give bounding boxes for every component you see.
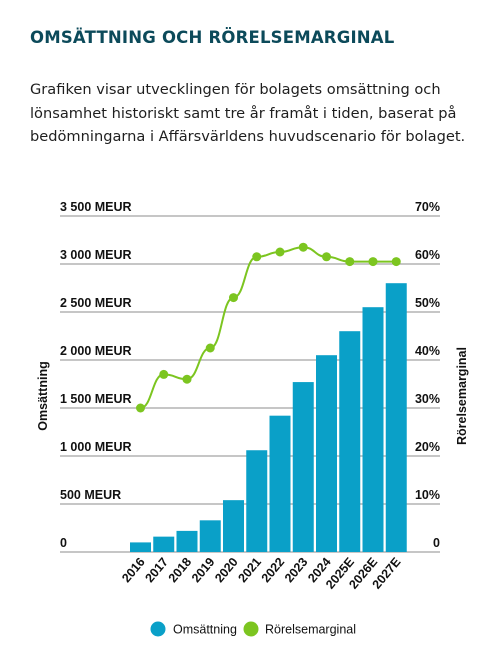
- bar-2020: [223, 500, 244, 552]
- legend: Omsättning Rörelsemarginal: [150, 621, 356, 637]
- margin-point-2019: [205, 343, 215, 353]
- margin-point-2027E: [391, 257, 401, 267]
- chart-title: OMSÄTTNING OCH RÖRELSEMARGINAL: [30, 28, 395, 47]
- y2-tick-label: 20%: [415, 440, 440, 454]
- y2-tick-label: 60%: [415, 248, 440, 262]
- bar-2016: [130, 542, 151, 552]
- bar-2017: [153, 536, 175, 552]
- x-tick-label: 2018: [166, 555, 195, 585]
- bar-2021: [246, 450, 268, 552]
- legend-label-margin: Rörelsemarginal: [265, 623, 356, 637]
- x-tick-label: 2020: [212, 555, 241, 585]
- margin-point-2021: [252, 252, 262, 262]
- margin-point-2018: [182, 374, 192, 384]
- margin-point-2023: [298, 242, 308, 252]
- y-tick-label: 2 000 MEUR: [60, 344, 132, 358]
- margin-point-2024: [322, 252, 331, 262]
- y-tick-label: 1 000 MEUR: [60, 440, 132, 454]
- legend-swatch-revenue: [150, 621, 166, 637]
- legend-label-revenue: Omsättning: [173, 623, 237, 637]
- y-axis-label: Omsättning: [36, 361, 50, 430]
- y2-axis-label: Rörelsemarginal: [455, 347, 469, 445]
- y2-tick-label: 50%: [415, 296, 440, 310]
- bar-2019: [199, 520, 221, 552]
- margin-line: [136, 242, 401, 413]
- y-tick-label: 500 MEUR: [60, 488, 121, 502]
- y-tick-label: 3 000 MEUR: [60, 248, 132, 262]
- y2-tick-label: 70%: [415, 200, 440, 214]
- bar-2023: [292, 382, 314, 552]
- y2-tick-label: 10%: [415, 488, 440, 502]
- chart-description: Grafiken visar utvecklingen för bolagets…: [30, 81, 466, 145]
- y-tick-label: 2 500 MEUR: [60, 296, 132, 310]
- revenue-bars: [130, 283, 407, 552]
- margin-point-2016: [136, 403, 145, 413]
- margin-point-2022: [275, 247, 285, 257]
- x-tick-label: 2021: [235, 555, 264, 585]
- x-tick-label: 2016: [119, 555, 148, 585]
- bar-2027E: [385, 283, 407, 552]
- y-tick-label: 0: [60, 536, 67, 550]
- x-tick-label: 2023: [282, 555, 311, 585]
- margin-point-2020: [229, 293, 238, 303]
- y2-tick-label: 40%: [415, 344, 440, 358]
- bar-2018: [176, 530, 198, 552]
- y-tick-label: 3 500 MEUR: [60, 200, 132, 214]
- bar-2022: [269, 415, 291, 552]
- bar-2026E: [362, 307, 384, 552]
- x-tick-label: 2022: [259, 555, 288, 585]
- margin-point-2025E: [345, 257, 355, 267]
- y-tick-label: 1 500 MEUR: [60, 392, 132, 406]
- y2-tick-label: 30%: [415, 392, 440, 406]
- margin-point-2026E: [368, 257, 378, 267]
- bar-2025E: [339, 331, 361, 552]
- y2-tick-label: 0: [433, 536, 440, 550]
- x-tick-label: 2019: [189, 555, 218, 585]
- legend-swatch-margin: [243, 621, 259, 637]
- x-tick-label: 2017: [142, 555, 171, 585]
- bar-2024: [316, 355, 337, 552]
- margin-point-2017: [159, 369, 169, 379]
